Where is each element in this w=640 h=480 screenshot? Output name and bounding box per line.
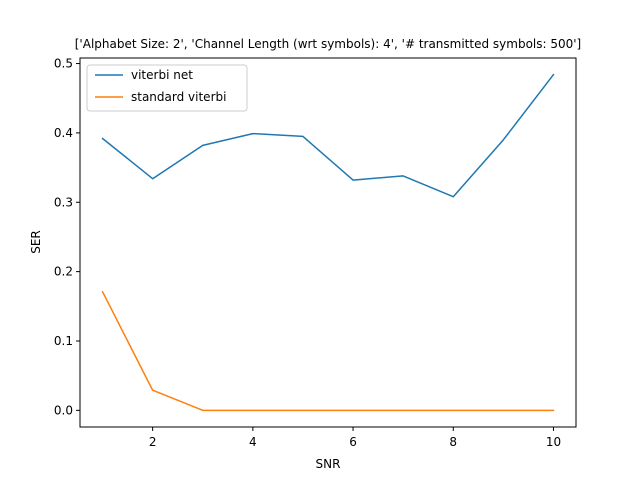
legend: viterbi net standard viterbi	[86, 64, 248, 112]
y-tick-label: 0.4	[54, 126, 73, 140]
x-axis-label: SNR	[316, 457, 341, 471]
legend-box	[86, 64, 248, 112]
y-tick-label: 0.3	[54, 195, 73, 209]
series-line-standard-viterbi	[101, 290, 555, 412]
chart-title: ['Alphabet Size: 2', 'Channel Length (wr…	[75, 37, 582, 51]
x-tick-label: 8	[449, 435, 457, 449]
y-tick-label: 0.1	[54, 334, 73, 348]
x-tick-label: 2	[149, 435, 157, 449]
y-axis-label: SER	[29, 230, 43, 254]
legend-label-viterbi-net: viterbi net	[131, 68, 193, 82]
series-layer	[101, 73, 555, 412]
y-tick-label: 0.2	[54, 265, 73, 279]
axes-frame	[79, 57, 577, 428]
x-axis: 2 4 6 8 10	[149, 427, 561, 449]
series-line-viterbi-net	[101, 73, 555, 198]
y-tick-label: 0.5	[54, 57, 73, 71]
legend-label-standard-viterbi: standard viterbi	[131, 90, 226, 104]
y-axis: 0.0 0.1 0.2 0.3 0.4 0.5	[54, 57, 80, 417]
x-tick-label: 10	[546, 435, 561, 449]
y-tick-label: 0.0	[54, 403, 73, 417]
x-tick-label: 6	[349, 435, 357, 449]
x-tick-label: 4	[249, 435, 257, 449]
